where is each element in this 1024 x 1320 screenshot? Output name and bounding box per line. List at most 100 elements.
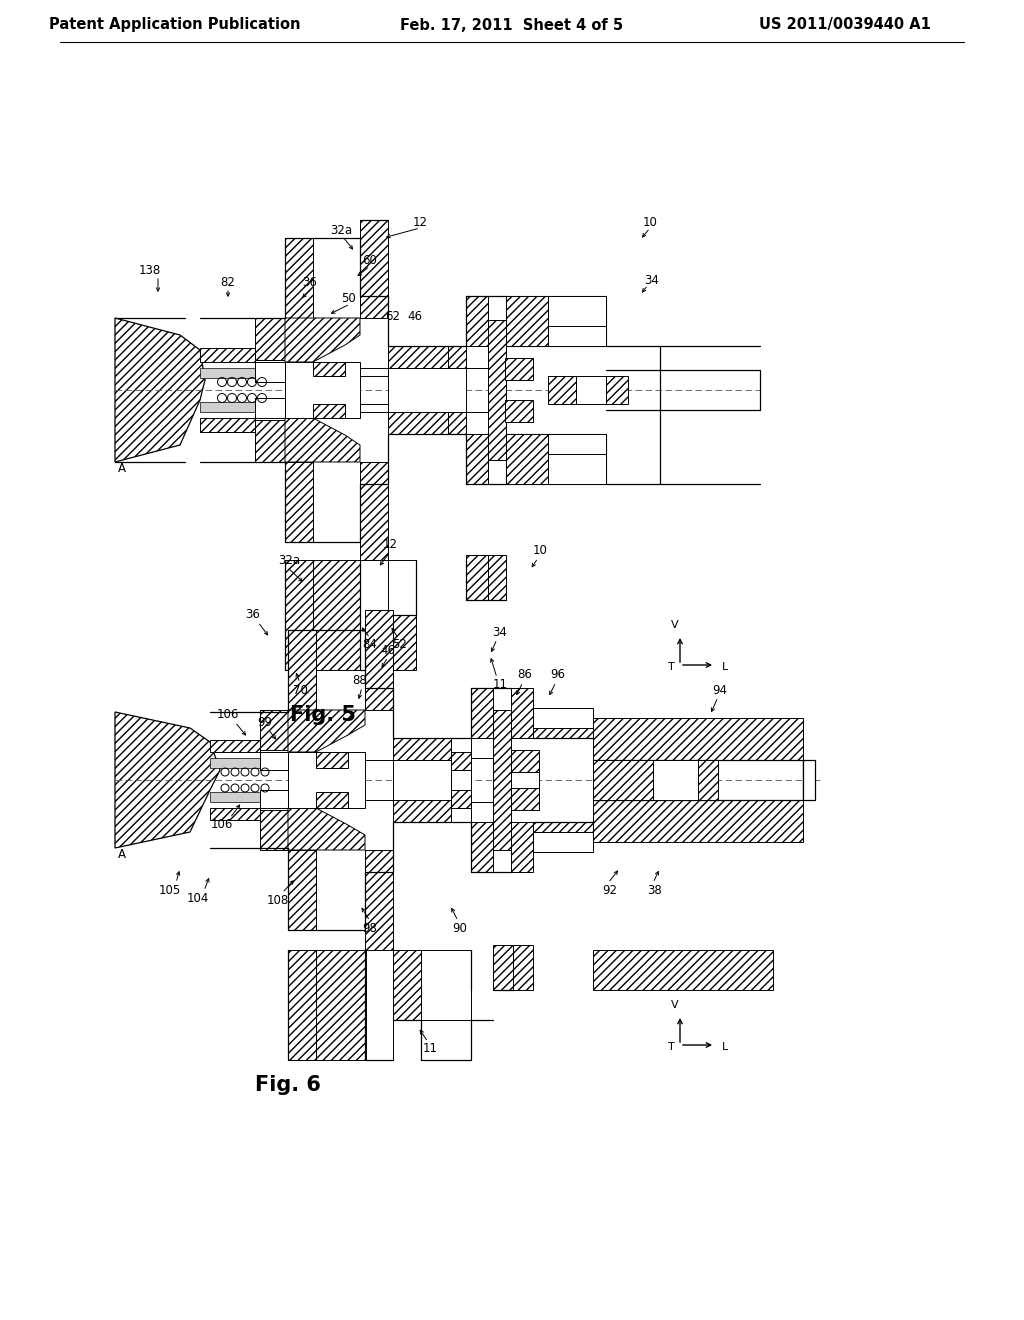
Bar — [210, 758, 260, 768]
Bar — [506, 296, 548, 346]
Text: T: T — [669, 663, 675, 672]
Bar — [534, 708, 593, 738]
Text: 60: 60 — [362, 253, 378, 267]
Polygon shape — [285, 418, 360, 462]
Bar — [471, 738, 493, 758]
Bar — [506, 434, 548, 484]
Text: 106: 106 — [217, 709, 240, 722]
Polygon shape — [115, 711, 220, 847]
Bar — [288, 850, 316, 931]
Text: US 2011/0039440 A1: US 2011/0039440 A1 — [759, 17, 931, 33]
Bar — [210, 808, 260, 820]
Bar — [471, 688, 493, 738]
Text: 11: 11 — [423, 1041, 437, 1055]
Bar — [260, 789, 288, 810]
Polygon shape — [288, 808, 365, 850]
Bar — [488, 319, 506, 459]
Bar — [393, 760, 451, 800]
Bar — [511, 688, 534, 738]
Text: A: A — [118, 849, 126, 862]
Text: T: T — [669, 1041, 675, 1052]
Bar — [466, 346, 488, 368]
Bar — [451, 770, 471, 789]
Text: 32a: 32a — [330, 223, 352, 236]
Text: 106: 106 — [211, 818, 233, 832]
Text: 50: 50 — [341, 292, 355, 305]
Bar — [505, 358, 534, 380]
Bar — [534, 729, 593, 738]
Bar — [575, 376, 606, 404]
Text: 99: 99 — [257, 715, 272, 729]
Bar — [285, 238, 313, 318]
Bar — [360, 220, 388, 318]
Bar — [513, 945, 534, 990]
Bar — [366, 950, 393, 1060]
Bar — [393, 950, 421, 1020]
Bar — [288, 630, 316, 710]
Text: 90: 90 — [453, 921, 467, 935]
Bar — [255, 399, 285, 420]
Bar — [388, 368, 466, 412]
Bar — [255, 360, 285, 381]
Bar — [548, 326, 606, 346]
Bar — [316, 950, 366, 1060]
Text: 98: 98 — [362, 921, 378, 935]
Bar — [285, 362, 360, 418]
Bar — [606, 376, 628, 404]
Text: 34: 34 — [493, 626, 508, 639]
Text: Fig. 5: Fig. 5 — [290, 705, 356, 725]
Bar — [471, 803, 493, 822]
Text: V: V — [671, 620, 679, 630]
Bar — [449, 412, 466, 434]
Text: Patent Application Publication: Patent Application Publication — [49, 17, 301, 33]
Bar — [451, 752, 471, 770]
Text: 12: 12 — [413, 215, 427, 228]
Bar — [451, 789, 471, 808]
Text: 62: 62 — [385, 309, 400, 322]
Bar — [210, 792, 260, 803]
Bar — [803, 760, 815, 800]
Bar — [393, 738, 451, 760]
Text: 92: 92 — [602, 883, 617, 896]
Text: 138: 138 — [139, 264, 161, 276]
Bar — [313, 560, 360, 671]
Bar — [534, 822, 593, 851]
Bar — [200, 348, 255, 362]
Text: 52: 52 — [392, 639, 408, 652]
Bar — [200, 403, 255, 412]
Text: 36: 36 — [246, 609, 260, 622]
Text: Feb. 17, 2011  Sheet 4 of 5: Feb. 17, 2011 Sheet 4 of 5 — [400, 17, 624, 33]
Text: 10: 10 — [532, 544, 548, 557]
Bar — [466, 412, 488, 434]
Bar — [466, 554, 488, 601]
Bar — [255, 318, 285, 360]
Text: 10: 10 — [643, 215, 657, 228]
Bar — [393, 800, 451, 822]
Text: 32a: 32a — [278, 553, 300, 566]
Bar — [466, 296, 488, 346]
Bar — [388, 560, 416, 615]
Text: 70: 70 — [293, 684, 307, 697]
Bar — [260, 750, 288, 770]
Bar — [593, 950, 773, 990]
Bar — [548, 296, 606, 346]
Bar — [316, 792, 348, 808]
Bar — [511, 788, 539, 810]
Bar — [488, 554, 506, 601]
Polygon shape — [285, 318, 360, 362]
Text: V: V — [671, 1001, 679, 1010]
Text: 12: 12 — [383, 539, 397, 552]
Bar — [288, 752, 365, 808]
Bar — [313, 362, 345, 376]
Polygon shape — [288, 710, 365, 752]
Text: L: L — [722, 1041, 728, 1052]
Text: 96: 96 — [551, 668, 565, 681]
Bar — [506, 434, 606, 484]
Bar — [506, 296, 606, 346]
Bar — [388, 412, 449, 434]
Bar — [255, 420, 285, 462]
Bar — [493, 710, 511, 850]
Bar — [534, 822, 593, 832]
Bar — [593, 760, 653, 800]
Bar — [421, 950, 471, 1020]
